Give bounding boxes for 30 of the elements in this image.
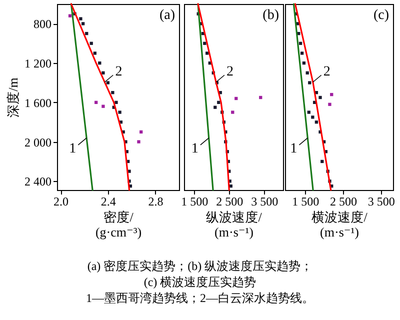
chart-title: (a) [159, 8, 176, 23]
series-label: 2 [323, 64, 330, 80]
series-label: 1 [69, 141, 76, 156]
text: (c) 横波速度压实趋势 [142, 274, 258, 290]
x-axis-title: 纵波速度/(m·s⁻¹) [206, 210, 262, 240]
y-tick-label: 2 400 [24, 174, 52, 189]
chart-title: (b) [262, 8, 280, 23]
x-tick-label: 2.8 [148, 194, 164, 208]
x-tick-label: 1 500 [181, 194, 208, 208]
chart-title: (c) [373, 8, 390, 23]
series-label: 2 [226, 64, 234, 80]
y-tick-label: 1 600 [24, 96, 52, 110]
text: 1—墨西哥湾趋势线；2—白云深水趋势线。 [85, 290, 315, 306]
text: (a) 密度压实趋势；(b) 纵波速度压实趋势； [86, 258, 314, 274]
y-tick-label: 2 000 [24, 135, 52, 150]
y-axis-title: 深度/m [6, 78, 20, 118]
x-tick-label: 2 500 [216, 194, 244, 208]
x-axis-title: 密度/(g·cm⁻³) [95, 210, 142, 240]
series-label: 1 [290, 141, 298, 156]
x-tick-label: 3 500 [251, 194, 278, 208]
x-tick-label: 2 500 [330, 194, 357, 208]
x-tick-label: 2.4 [100, 194, 116, 208]
x-tick-label: 2.0 [54, 194, 69, 208]
y-tick-label: 1 200 [24, 56, 52, 71]
x-tick-label: 3 500 [368, 194, 395, 208]
x-tick-label: 1 500 [292, 194, 320, 208]
series-label: 1 [191, 141, 198, 156]
x-axis-title: 横波速度/(m·s⁻¹) [312, 210, 368, 240]
y-tick-label: 800 [34, 17, 52, 32]
series-label: 2 [115, 64, 122, 80]
